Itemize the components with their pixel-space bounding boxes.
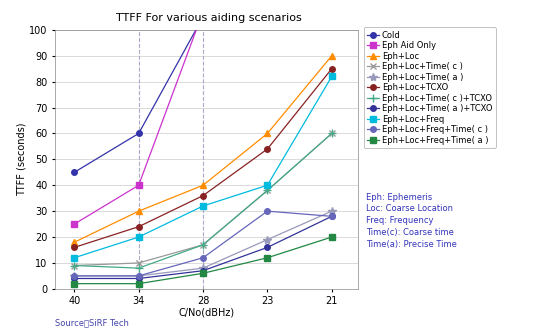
Legend: Cold, Eph Aid Only, Eph+Loc, Eph+Loc+Time( c ), Eph+Loc+Time( a ), Eph+Loc+TCXO,: Cold, Eph Aid Only, Eph+Loc, Eph+Loc+Tim…: [364, 27, 496, 148]
Eph+Loc+Freq: [264, 183, 271, 187]
Eph+Loc+TCXO: [200, 194, 206, 198]
Eph+Loc+Time( a )+TCXO: [200, 269, 206, 273]
Line: Eph+Loc+Time( a )+TCXO: Eph+Loc+Time( a )+TCXO: [72, 213, 334, 281]
Eph+Loc+TCXO: [135, 225, 142, 229]
Cold: [135, 131, 142, 135]
X-axis label: C/No(dBHz): C/No(dBHz): [178, 308, 234, 318]
Eph+Loc+Freq+Time( a ): [328, 235, 335, 239]
Cold: [264, 2, 271, 6]
Eph+Loc: [328, 54, 335, 58]
Eph+Loc+Freq: [200, 204, 206, 208]
Eph Aid Only: [200, 10, 206, 14]
Eph+Loc+Freq+Time( c ): [264, 209, 271, 213]
Eph+Loc+Time( a ): [264, 238, 271, 242]
Eph+Loc+Time( a ): [71, 274, 78, 278]
Line: Eph+Loc: Eph+Loc: [71, 52, 336, 246]
Eph+Loc: [200, 183, 206, 187]
Cold: [200, 15, 206, 19]
Line: Eph+Loc+Freq+Time( c ): Eph+Loc+Freq+Time( c ): [72, 208, 334, 279]
Eph+Loc+Time( c ): [200, 243, 206, 247]
Eph+Loc+TCXO: [328, 67, 335, 71]
Eph+Loc+Freq+Time( a ): [71, 282, 78, 286]
Eph+Loc+Freq+Time( c ): [200, 256, 206, 260]
Eph+Loc+Time( a )+TCXO: [71, 277, 78, 281]
Eph+Loc+Time( a ): [135, 274, 142, 278]
Eph+Loc+Time( c )+TCXO: [328, 131, 335, 135]
Eph+Loc+Time( c )+TCXO: [264, 189, 271, 193]
Eph+Loc+Freq+Time( c ): [135, 274, 142, 278]
Eph+Loc+Time( c ): [71, 264, 78, 268]
Eph+Loc+Time( a )+TCXO: [264, 245, 271, 249]
Line: Eph+Loc+Time( c )+TCXO: Eph+Loc+Time( c )+TCXO: [70, 129, 336, 272]
Text: Source：SiRF Tech: Source：SiRF Tech: [55, 319, 129, 328]
Eph+Loc+Freq: [328, 74, 335, 78]
Line: Eph+Loc+Freq+Time( a ): Eph+Loc+Freq+Time( a ): [72, 234, 334, 287]
Eph+Loc: [135, 209, 142, 213]
Eph+Loc: [264, 131, 271, 135]
Eph+Loc+TCXO: [71, 245, 78, 249]
Eph+Loc+Time( a )+TCXO: [328, 214, 335, 218]
Eph+Loc+Freq+Time( a ): [135, 282, 142, 286]
Eph+Loc+Time( c ): [264, 189, 271, 193]
Line: Eph Aid Only: Eph Aid Only: [72, 9, 206, 227]
Y-axis label: TTFF (seconds): TTFF (seconds): [16, 123, 26, 196]
Eph Aid Only: [71, 222, 78, 226]
Eph+Loc+Freq: [71, 256, 78, 260]
Eph+Loc+Time( c ): [135, 261, 142, 265]
Eph+Loc+Freq: [135, 235, 142, 239]
Line: Eph+Loc+Time( a ): Eph+Loc+Time( a ): [70, 207, 336, 280]
Line: Cold: Cold: [72, 1, 270, 175]
Eph+Loc+Time( c ): [328, 131, 335, 135]
Line: Eph+Loc+TCXO: Eph+Loc+TCXO: [72, 66, 334, 250]
Eph+Loc+Time( c )+TCXO: [71, 264, 78, 268]
Eph+Loc+Freq+Time( c ): [71, 274, 78, 278]
Line: Eph+Loc+Freq: Eph+Loc+Freq: [72, 74, 334, 261]
Eph+Loc+Time( a )+TCXO: [135, 277, 142, 281]
Eph+Loc+Freq+Time( a ): [200, 271, 206, 275]
Eph+Loc+Time( a ): [200, 266, 206, 270]
Eph+Loc+Time( a ): [328, 209, 335, 213]
Eph+Loc+TCXO: [264, 147, 271, 151]
Text: Eph: Ephemeris
Loc: Coarse Location
Freq: Frequency
Time(c): Coarse time
Time(a): Eph: Ephemeris Loc: Coarse Location Freq…: [366, 193, 456, 249]
Eph+Loc+Time( c )+TCXO: [200, 243, 206, 247]
Eph+Loc: [71, 240, 78, 244]
Eph+Loc+Freq+Time( c ): [328, 214, 335, 218]
Text: TTFF For various aiding scenarios: TTFF For various aiding scenarios: [116, 13, 302, 23]
Eph Aid Only: [135, 183, 142, 187]
Cold: [71, 170, 78, 174]
Eph+Loc+Freq+Time( a ): [264, 256, 271, 260]
Line: Eph+Loc+Time( c ): Eph+Loc+Time( c ): [71, 130, 336, 269]
Eph+Loc+Time( c )+TCXO: [135, 266, 142, 270]
